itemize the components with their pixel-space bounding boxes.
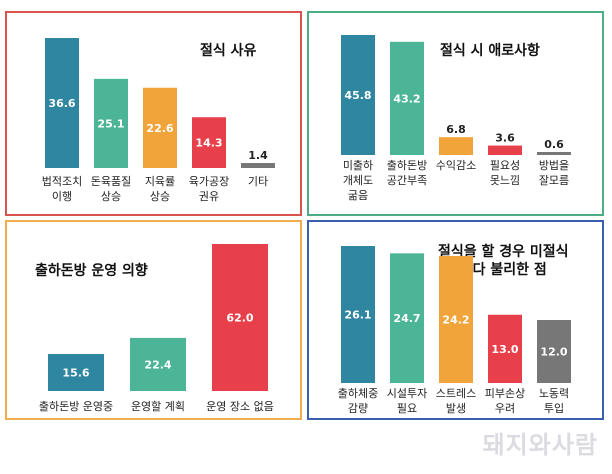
value-label-p3-3: 62.0: [226, 312, 253, 325]
value-label-p4-3: 24.2: [442, 313, 469, 326]
category-label-p2-5: 방법을 잘모름: [539, 159, 569, 187]
value-label-p3-2: 22.4: [144, 358, 171, 371]
category-label-p4-3: 스트레스 발생: [436, 387, 476, 415]
bar-p1-5: [241, 163, 275, 168]
bar-p2-3: [439, 137, 473, 155]
category-label-p2-4: 필요성 못느낌: [490, 159, 520, 187]
category-label-p1-2: 돈육품질 상승: [91, 175, 131, 203]
value-label-p3-1: 15.6: [62, 367, 89, 380]
category-label-p4-5: 노동력 투입: [539, 387, 569, 415]
category-label-p3-3: 운영 장소 없음: [206, 400, 274, 413]
bar-p4-3: [439, 255, 473, 383]
value-label-p4-5: 12.0: [540, 346, 567, 359]
value-label-p2-1: 45.8: [344, 89, 371, 102]
category-label-p2-3: 수익감소: [436, 159, 476, 172]
bar-p3-2: [130, 337, 186, 391]
value-label-p2-2: 43.2: [393, 92, 420, 105]
bar-p4-2: [390, 253, 424, 383]
panel-fasting-disadvantages: [307, 220, 604, 420]
bar-p2-5: [537, 152, 571, 155]
bar-p3-3: [212, 244, 268, 391]
panel-title-shipping-pen-intent: 출하돈방 운영 의향: [35, 263, 148, 279]
category-label-p4-1: 출하체중 감량: [338, 386, 378, 415]
bar-p4-1: [341, 246, 375, 383]
watermark-logo: 돼지와사람: [482, 431, 598, 459]
value-label-p4-1: 26.1: [344, 309, 371, 322]
value-label-p2-5: 0.6: [544, 138, 564, 151]
value-label-p4-2: 24.7: [393, 312, 420, 325]
bar-p1-2: [94, 78, 128, 168]
category-label-p1-1: 법적조치 이행: [42, 175, 82, 203]
bar-p4-4: [488, 314, 522, 383]
panel-shipping-pen-intent: [5, 220, 302, 420]
value-label-p1-2: 25.1: [97, 117, 124, 130]
category-label-p1-5: 기타: [248, 175, 268, 188]
bar-p2-2: [390, 41, 424, 155]
value-label-p2-4: 3.6: [495, 132, 515, 145]
category-label-p4-4: 피부손상 우려: [485, 387, 525, 415]
category-label-p1-4: 육가공장 권유: [189, 175, 229, 203]
bar-p2-4: [488, 145, 522, 155]
bar-p2-1: [341, 35, 375, 155]
bar-p1-4: [192, 117, 226, 168]
value-label-p1-1: 36.6: [48, 97, 75, 110]
panel-fasting-difficulties: [307, 11, 604, 216]
bar-p3-1: [48, 354, 104, 391]
value-label-p2-3: 6.8: [446, 123, 466, 136]
bar-p1-3: [143, 87, 177, 168]
panel-title-fasting-difficulties: 절식 시 애로사항: [440, 43, 540, 59]
value-label-p1-5: 1.4: [248, 149, 268, 162]
value-label-p1-3: 22.6: [146, 122, 173, 135]
panel-title-fasting-reasons: 절식 사유: [200, 43, 257, 59]
category-label-p4-2: 시설투자 필요: [387, 387, 427, 415]
category-label-p3-1: 출하돈방 운영중: [39, 399, 113, 413]
panel-fasting-reasons: [5, 11, 302, 216]
category-label-p1-3: 지육률 상승: [145, 175, 175, 203]
category-label-p2-2: 출하돈방 공간부족: [387, 158, 427, 187]
bar-p4-5: [537, 320, 571, 383]
bar-p1-1: [45, 38, 79, 168]
value-label-p1-4: 14.3: [195, 137, 222, 150]
category-label-p3-2: 운영할 계획: [131, 400, 185, 413]
value-label-p4-4: 13.0: [491, 343, 518, 356]
category-label-p2-1: 미출하 개체도 굶음: [343, 158, 373, 202]
